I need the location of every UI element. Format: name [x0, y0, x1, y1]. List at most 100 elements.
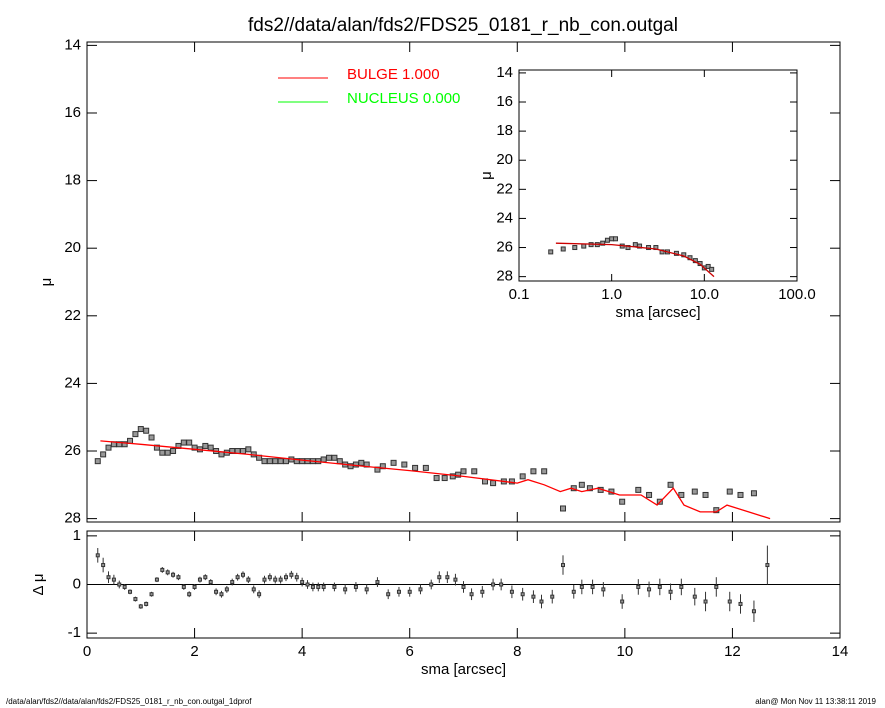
x-tick-label: 100.0: [778, 286, 816, 303]
data-point: [144, 601, 149, 606]
data-point: [637, 243, 643, 249]
data-point: [469, 592, 474, 597]
data-point: [208, 580, 213, 585]
data-point: [138, 604, 143, 609]
y-tick-label: 20: [496, 151, 513, 168]
data-point: [160, 567, 165, 572]
chart-title: fds2//data/alan/fds2/FDS25_0181_r_nb_con…: [248, 15, 678, 36]
x-tick-label: 1.0: [601, 286, 622, 303]
data-point: [386, 592, 391, 597]
legend-label: BULGE 1.000: [347, 66, 440, 83]
data-point: [235, 575, 240, 580]
data-point: [560, 246, 566, 252]
data-point: [117, 582, 122, 587]
data-point: [390, 459, 397, 466]
data-point: [508, 478, 515, 485]
data-point: [561, 563, 566, 568]
data-point: [379, 463, 386, 470]
data-point: [111, 577, 116, 582]
data-point: [480, 589, 485, 594]
data-point: [94, 458, 101, 465]
data-point: [455, 471, 462, 478]
x-tick-label: 12: [724, 643, 741, 660]
data-point: [678, 491, 685, 498]
data-point: [100, 451, 107, 458]
data-point: [240, 572, 245, 577]
y-axis-label: μ: [478, 171, 495, 180]
y-axis-label: Δ μ: [30, 573, 47, 595]
x-tick-label: 14: [832, 643, 849, 660]
y-tick-label: 14: [64, 36, 81, 53]
data-point: [636, 584, 641, 589]
data-point: [321, 584, 326, 589]
data-point: [272, 458, 279, 465]
data-point: [106, 575, 111, 580]
data-point: [305, 582, 310, 587]
data-point: [560, 505, 567, 512]
data-point: [681, 252, 687, 258]
data-point: [714, 584, 719, 589]
data-point: [95, 553, 100, 558]
data-point: [332, 584, 337, 589]
data-point: [230, 580, 235, 585]
data-point: [262, 577, 267, 582]
data-point: [336, 458, 343, 465]
data-point: [461, 584, 466, 589]
data-point: [153, 444, 160, 451]
y-tick-label: 26: [64, 442, 81, 459]
data-point: [490, 480, 497, 487]
data-point: [491, 582, 496, 587]
data-point: [154, 577, 159, 582]
data-point: [105, 444, 112, 451]
data-point: [278, 577, 283, 582]
y-tick-label: -1: [68, 624, 81, 641]
data-point: [219, 592, 224, 597]
x-tick-label: 8: [513, 643, 521, 660]
data-point: [101, 563, 106, 568]
data-point: [541, 468, 548, 475]
data-point: [702, 491, 709, 498]
plot-frame: [86, 41, 841, 523]
data-point: [604, 237, 610, 243]
data-point: [273, 577, 278, 582]
data-point: [453, 577, 458, 582]
data-point: [331, 454, 338, 461]
data-point: [192, 584, 197, 589]
data-point: [187, 592, 192, 597]
x-tick-label: 4: [298, 643, 306, 660]
data-point: [418, 587, 423, 592]
y-tick-label: 16: [496, 93, 513, 110]
data-point: [170, 448, 177, 455]
data-point: [751, 609, 756, 614]
y-tick-label: 26: [496, 238, 513, 255]
data-point: [726, 488, 733, 495]
y-tick-label: 0: [73, 575, 81, 592]
data-point: [207, 444, 214, 451]
y-tick-label: 18: [64, 172, 81, 189]
data-point: [407, 589, 412, 594]
data-point: [128, 589, 133, 594]
data-point: [445, 575, 450, 580]
data-point: [601, 587, 606, 592]
data-point: [197, 577, 202, 582]
data-point: [277, 458, 284, 465]
data-point: [571, 589, 576, 594]
data-point: [433, 475, 440, 482]
data-point: [412, 464, 419, 471]
legend-label: NUCLEUS 0.000: [347, 90, 460, 107]
data-point: [750, 490, 757, 497]
footer-right: alan@ Mon Nov 11 13:38:11 2019: [755, 697, 876, 706]
data-point: [176, 575, 181, 580]
data-point: [181, 584, 186, 589]
data-point: [550, 594, 555, 599]
data-point: [261, 458, 268, 465]
y-tick-label: 14: [496, 64, 513, 81]
data-point: [289, 572, 294, 577]
data-point: [531, 594, 536, 599]
data-point: [224, 587, 229, 592]
data-point: [214, 589, 219, 594]
plot-frame: [518, 69, 798, 282]
y-tick-label: 18: [496, 122, 513, 139]
data-point: [396, 589, 401, 594]
data-point: [703, 599, 708, 604]
